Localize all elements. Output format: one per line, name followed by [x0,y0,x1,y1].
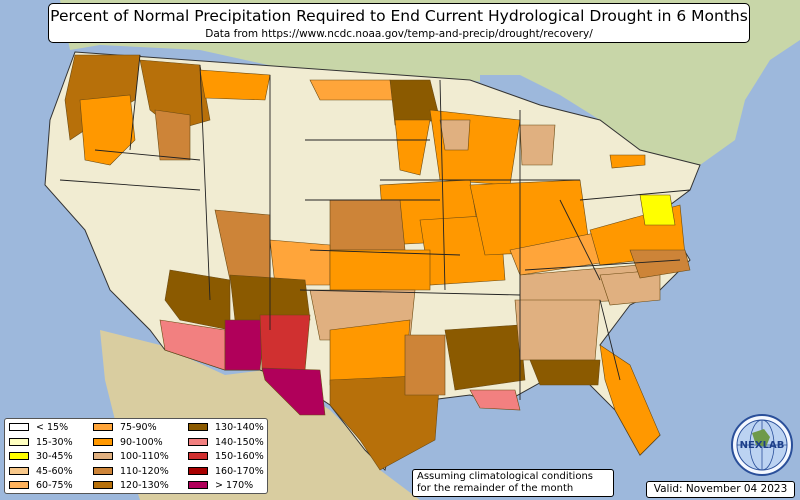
legend-swatch [188,452,208,460]
legend-swatch [188,466,208,475]
legend-label: 60-75% [36,480,73,491]
map-title-box: Percent of Normal Precipitation Required… [48,3,750,43]
legend-swatch [93,423,113,431]
legend-swatch [188,437,208,446]
globe-logo-icon: NEXLAB [731,414,793,476]
legend-swatch [188,423,208,431]
logo-text: NEXLAB [740,440,785,451]
legend-label: < 15% [36,422,69,433]
legend-swatch [9,481,29,489]
legend-label: 100-110% [120,451,169,462]
assumption-note-line1: Assuming climatological conditions [417,471,593,482]
legend-label: 75-90% [120,422,157,433]
legend-swatch [93,481,113,489]
legend-swatch [93,466,113,475]
legend-swatch [9,437,29,446]
legend-label: 130-140% [215,422,264,433]
map-title: Percent of Normal Precipitation Required… [50,7,748,25]
legend-label: 45-60% [36,465,73,477]
legend-swatch [9,466,29,475]
map-subtitle: Data from https://www.ncdc.noaa.gov/temp… [205,28,593,40]
legend-swatch [188,481,208,489]
legend-label: 160-170% [215,465,264,477]
legend-swatch [9,423,29,431]
legend-label: 110-120% [120,465,169,477]
legend: < 15% 15-30% 30-45% 45-60% 60-75% 75-90% 90-10… [4,418,268,494]
legend-label: 30-45% [36,451,73,462]
legend-swatch [93,452,113,460]
legend-swatch [9,452,29,460]
assumption-note: Assuming climatological conditions for t… [412,469,614,497]
legend-label: 140-150% [215,436,264,448]
legend-label: 90-100% [120,436,163,448]
legend-label: 150-160% [215,451,264,462]
legend-label: 15-30% [36,436,73,448]
legend-label: 120-130% [120,480,169,491]
assumption-note-line2: for the remainder of the month [417,483,574,494]
legend-label: > 170% [215,480,254,491]
valid-date: Valid: November 04 2023 [646,481,795,498]
legend-swatch [93,437,113,446]
